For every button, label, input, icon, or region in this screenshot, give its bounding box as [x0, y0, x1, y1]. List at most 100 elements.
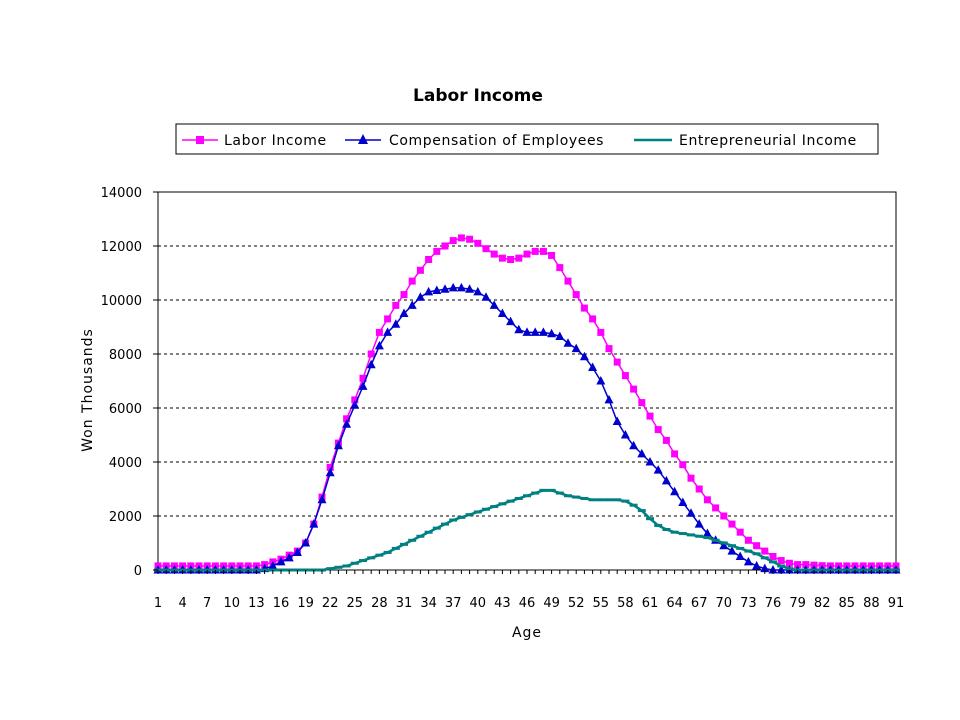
data-point — [343, 415, 351, 423]
data-point — [473, 286, 483, 296]
x-tick-label: 52 — [568, 596, 585, 611]
data-point — [351, 396, 359, 404]
data-point — [523, 250, 531, 258]
x-tick-label: 28 — [371, 596, 388, 611]
x-tick-label: 4 — [178, 596, 186, 611]
data-point — [374, 340, 384, 350]
data-point — [589, 315, 597, 323]
data-point — [457, 234, 465, 242]
data-point — [654, 426, 662, 434]
chart-title: Labor Income — [413, 86, 543, 106]
plot-area — [153, 191, 901, 574]
data-point — [547, 328, 557, 338]
data-point — [424, 286, 434, 296]
data-point — [384, 315, 392, 323]
legend-item: Entrepreneurial Income — [634, 133, 856, 149]
y-tick-label: 12000 — [101, 240, 142, 255]
legend-label: Labor Income — [224, 133, 327, 149]
data-point — [375, 328, 383, 336]
y-axis-ticks: 0 2000 4000 6000 8000 10000 12000 14000 — [101, 186, 158, 579]
legend-label: Compensation of Employees — [389, 133, 604, 149]
data-point — [637, 448, 647, 458]
data-point — [571, 343, 581, 353]
data-point — [482, 245, 490, 253]
data-point — [769, 553, 777, 560]
data-point — [638, 399, 646, 407]
data-point — [465, 284, 475, 293]
data-point — [612, 416, 622, 425]
data-point — [530, 327, 540, 336]
data-point — [466, 235, 474, 243]
data-point — [416, 266, 424, 274]
data-point — [694, 519, 704, 528]
data-point — [679, 461, 687, 469]
x-tick-label: 88 — [863, 596, 880, 611]
data-point — [629, 440, 639, 450]
data-point — [645, 457, 655, 466]
x-tick-label: 31 — [396, 596, 413, 611]
data-point — [785, 559, 793, 567]
x-tick-label: 85 — [839, 596, 856, 611]
data-point — [719, 540, 729, 550]
data-point — [621, 372, 629, 380]
y-tick-label: 8000 — [109, 348, 142, 363]
data-point — [728, 520, 736, 528]
legend-item: Labor Income — [182, 133, 327, 149]
data-point — [564, 277, 572, 285]
data-point — [604, 394, 614, 404]
data-point — [743, 556, 753, 566]
data-point — [432, 285, 442, 295]
data-point — [727, 546, 737, 555]
x-tick-label: 34 — [420, 596, 437, 611]
data-point — [686, 508, 696, 517]
data-point — [433, 247, 441, 255]
data-point — [507, 256, 515, 263]
x-tick-label: 22 — [322, 596, 339, 611]
data-point — [712, 504, 720, 512]
data-point — [326, 463, 334, 471]
data-point — [736, 528, 744, 536]
x-tick-label: 70 — [716, 596, 733, 611]
data-point — [325, 467, 335, 477]
data-point — [777, 557, 785, 565]
data-point — [572, 291, 580, 299]
y-axis-label: Won Thousands — [80, 328, 96, 452]
data-point — [538, 327, 548, 336]
data-point — [497, 308, 507, 317]
x-tick-label: 13 — [248, 596, 265, 611]
data-point — [425, 256, 433, 263]
x-tick-label: 1 — [154, 596, 162, 611]
data-point — [653, 465, 663, 474]
data-point — [563, 338, 573, 347]
data-point — [670, 486, 680, 496]
data-point — [776, 565, 786, 574]
data-point — [359, 374, 367, 382]
x-tick-label: 37 — [445, 596, 462, 611]
x-tick-label: 76 — [765, 596, 782, 611]
x-tick-label: 73 — [740, 596, 757, 611]
data-point — [548, 251, 556, 259]
x-tick-label: 19 — [297, 596, 314, 611]
data-point — [753, 542, 761, 550]
x-tick-label: 82 — [814, 596, 831, 611]
data-point — [490, 250, 498, 258]
data-point — [400, 291, 408, 299]
legend-marker — [358, 134, 368, 144]
data-point — [415, 292, 425, 301]
data-point — [301, 538, 311, 547]
data-point — [276, 556, 286, 566]
y-tick-label: 14000 — [101, 186, 142, 201]
x-tick-label: 91 — [888, 596, 905, 611]
x-axis-ticks: 1 4 7 10 13 16 19 22 25 28 31 34 37 40 43 46 49 52 55 58 61 6… — [154, 570, 904, 611]
data-point — [514, 324, 524, 334]
data-point — [752, 560, 762, 570]
x-tick-label: 25 — [347, 596, 364, 611]
x-tick-label: 67 — [691, 596, 708, 611]
data-point — [579, 351, 589, 361]
data-point — [531, 247, 539, 255]
y-tick-label: 0 — [134, 564, 142, 579]
legend-item: Compensation of Employees — [345, 133, 604, 149]
x-axis-label: Age — [512, 625, 542, 641]
data-point — [515, 254, 523, 262]
data-point — [662, 436, 670, 444]
